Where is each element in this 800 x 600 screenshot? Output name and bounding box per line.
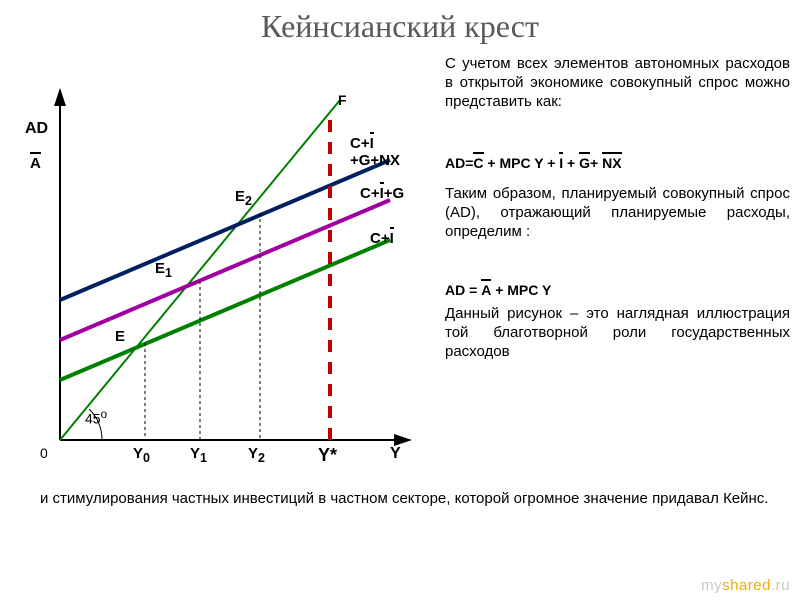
slide-title: Кейнсианский крест: [0, 8, 800, 45]
paragraph-1: С учетом всех элементов автономных расхо…: [445, 55, 790, 111]
ystar-label: Y*: [318, 445, 337, 466]
watermark: myshared.ru: [701, 577, 790, 594]
formula-1: AD=C + MPC Y + I + G+ NX: [445, 155, 790, 173]
e2-label: E2: [235, 188, 252, 208]
e-label: E: [115, 328, 125, 345]
x-axis-label: Y: [390, 445, 401, 463]
keynesian-cross-chart: AD A Y 0 45o F C+I+G+NX C+I+G C+I E E1 E…: [40, 80, 420, 480]
paragraph-3: Данный рисунок – это наглядная иллюстрац…: [445, 305, 790, 361]
y1-label: Y1: [190, 445, 207, 465]
line-label-cignx: C+I+G+NX: [350, 135, 420, 169]
y-axis-label: AD: [25, 120, 48, 138]
angle-label: 45o: [85, 408, 107, 427]
e1-label: E1: [155, 260, 172, 280]
paragraph-4: и стимулирования частных инвестиций в ча…: [40, 490, 790, 509]
f-label: F: [338, 92, 347, 108]
formula-2: AD = A + MPC Y: [445, 282, 790, 300]
paragraph-2: Таким образом, планируемый совокупный сп…: [445, 185, 790, 241]
line-label-cig: C+I+G: [360, 185, 404, 202]
a-bar-label: A: [30, 155, 41, 172]
line-label-ci: C+I: [370, 230, 394, 247]
origin-label: 0: [40, 445, 48, 461]
y2-label: Y2: [248, 445, 265, 465]
y0-label: Y0: [133, 445, 150, 465]
